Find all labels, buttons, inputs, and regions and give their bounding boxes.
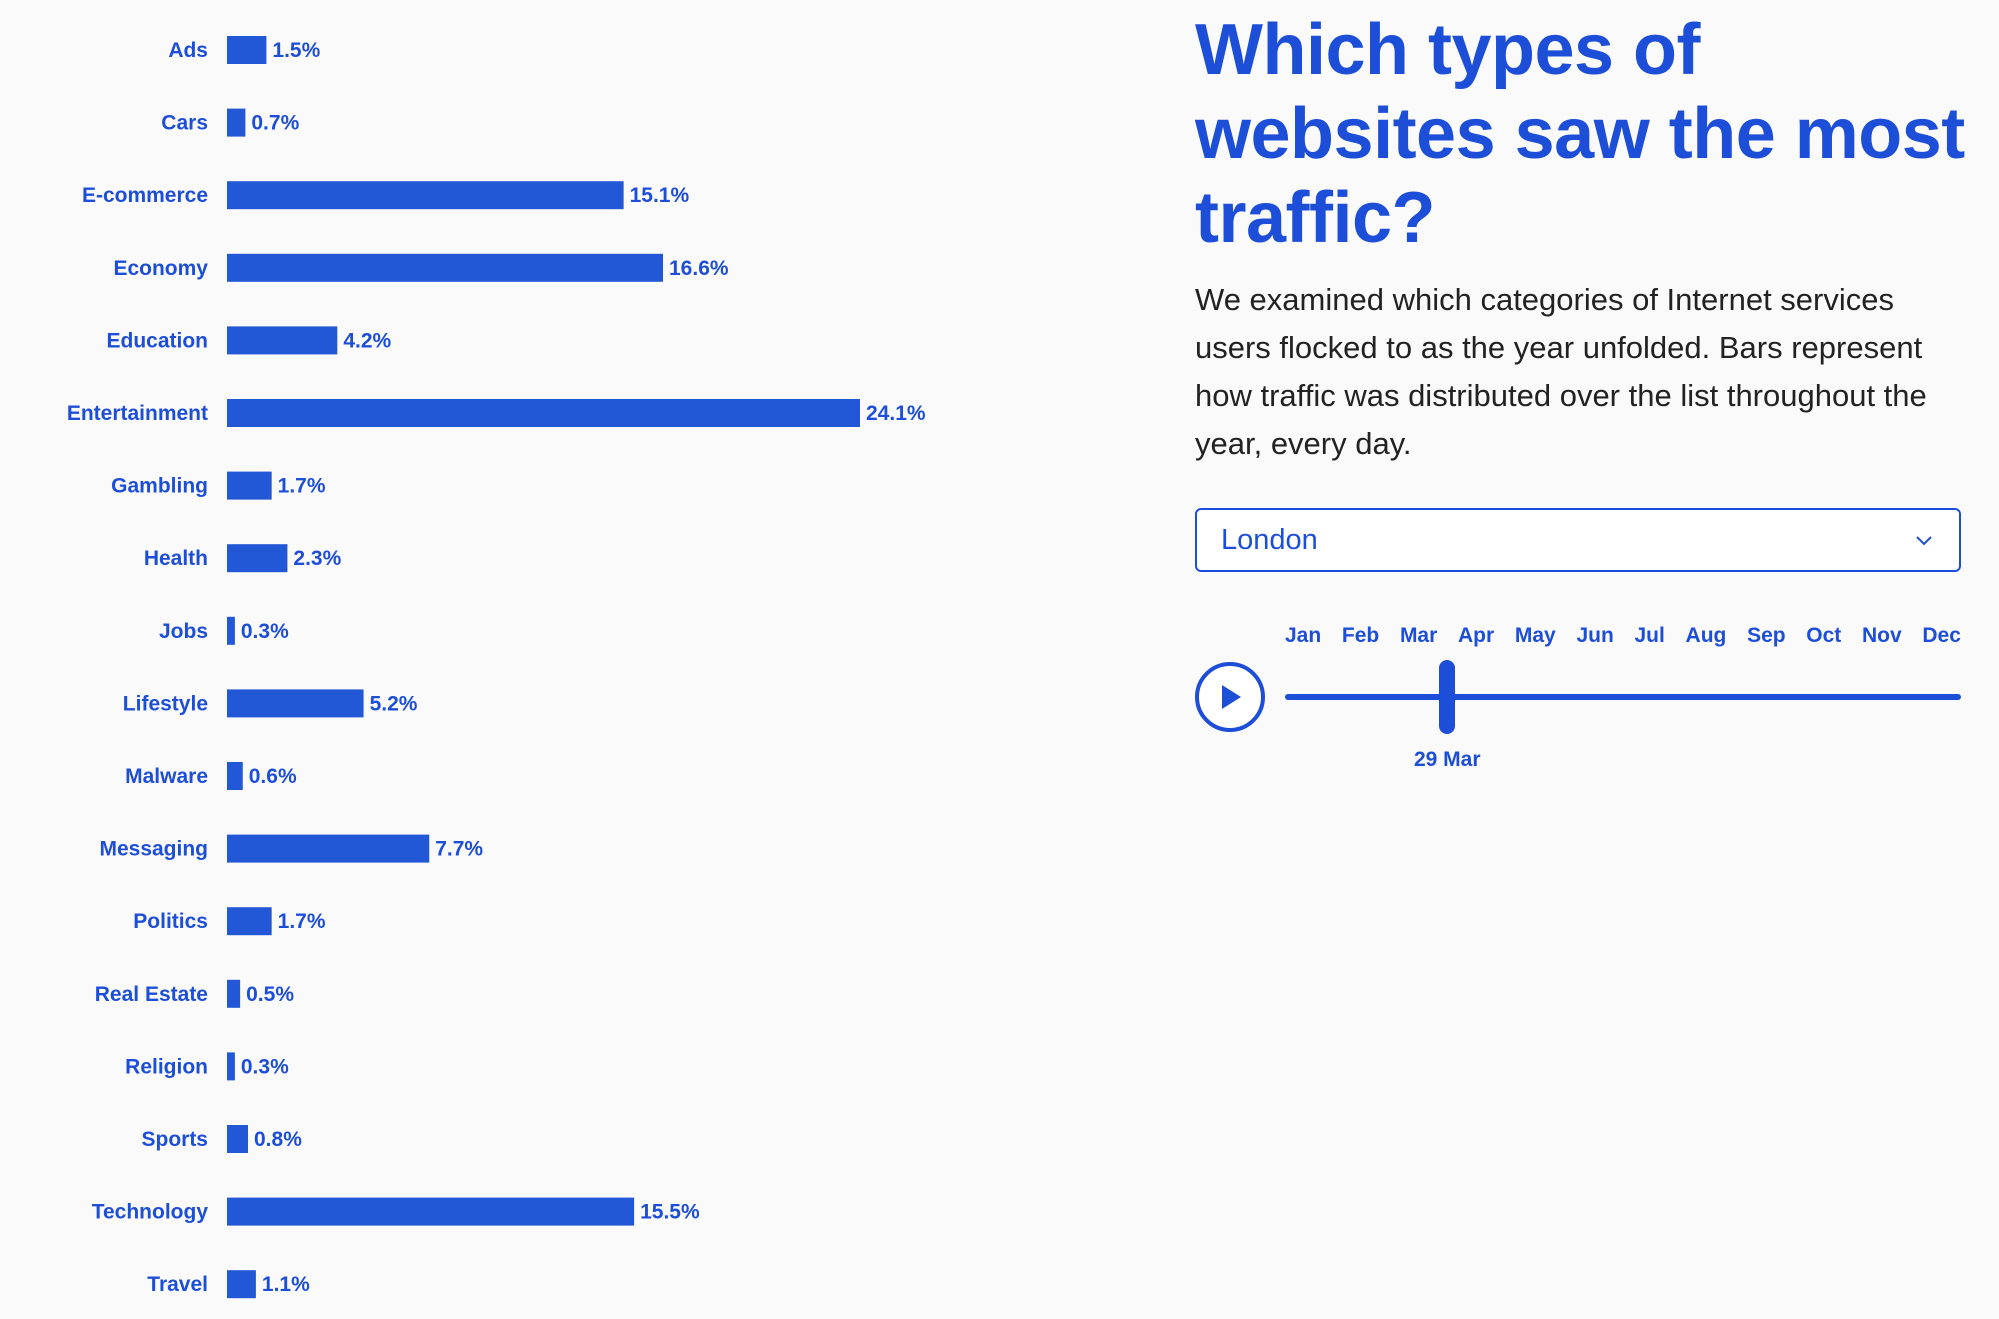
value-label: 7.7% <box>435 838 483 861</box>
month-label: Jul <box>1634 624 1665 647</box>
description: We examined which categories of Internet… <box>1195 282 1927 461</box>
month-label: Jan <box>1285 624 1322 647</box>
bar <box>227 253 664 282</box>
category-label: Technology <box>92 1201 209 1224</box>
month-label: Aug <box>1685 624 1727 647</box>
bar <box>227 1197 635 1226</box>
month-label: May <box>1514 624 1556 647</box>
category-label: Jobs <box>159 620 208 643</box>
value-label: 1.7% <box>278 910 326 933</box>
category-label: Education <box>106 329 208 352</box>
bar <box>227 36 267 64</box>
value-label: 0.6% <box>249 765 297 788</box>
bar <box>227 544 288 573</box>
value-label: 15.5% <box>640 1201 700 1224</box>
bar <box>227 834 430 863</box>
play-icon <box>1222 685 1241 709</box>
page-title: Which types of websites saw the most tra… <box>1195 10 1965 258</box>
value-label: 0.3% <box>241 1055 289 1078</box>
month-axis: Jan Feb Mar Apr May Jun Jul Aug Sep Oct Nov Dec <box>1285 624 1961 648</box>
category-label: Health <box>144 547 208 570</box>
category-label: Ads <box>168 39 208 62</box>
play-button[interactable] <box>1195 662 1265 732</box>
location-select-value: London <box>1221 523 1318 556</box>
month-label: Apr <box>1458 624 1495 647</box>
traffic-bar-chart: Ads 1.5% Cars 0.7% E-commerce 15.1% Economy 16.… <box>67 36 926 1299</box>
value-label: 0.7% <box>251 112 299 135</box>
value-label: 1.1% <box>262 1273 310 1296</box>
bar <box>227 907 272 936</box>
category-label: Politics <box>133 910 208 933</box>
category-label: Messaging <box>99 838 208 861</box>
month-label: Jun <box>1576 624 1614 647</box>
bar <box>227 1270 256 1299</box>
value-label: 5.2% <box>370 692 418 715</box>
location-select[interactable]: London <box>1195 508 1961 572</box>
timeline-slider-track[interactable] <box>1285 694 1961 700</box>
category-label: Economy <box>113 257 208 280</box>
bar <box>227 1125 249 1153</box>
bar <box>227 326 338 355</box>
category-label: Travel <box>147 1273 208 1296</box>
current-date-label: 29 Mar <box>1413 748 1481 771</box>
bar <box>227 399 860 427</box>
category-label: Gambling <box>111 475 208 498</box>
chevron-down-icon <box>1916 536 1932 546</box>
bar <box>227 181 624 210</box>
value-label: 24.1% <box>866 402 926 425</box>
bar <box>227 471 272 500</box>
category-label: E-commerce <box>82 184 208 207</box>
category-label: Sports <box>141 1128 208 1151</box>
category-label: Religion <box>125 1055 208 1078</box>
month-label: Oct <box>1806 624 1842 647</box>
bar <box>227 616 235 645</box>
value-label: 0.5% <box>246 983 294 1006</box>
timeline-slider-handle[interactable] <box>1439 660 1456 734</box>
category-label: Malware <box>125 765 208 788</box>
value-label: 1.5% <box>272 39 320 62</box>
value-label: 16.6% <box>669 257 729 280</box>
value-label: 4.2% <box>343 329 391 352</box>
category-label: Entertainment <box>67 402 208 425</box>
month-label: Feb <box>1341 624 1380 647</box>
category-label: Lifestyle <box>123 692 208 715</box>
bar <box>227 979 241 1008</box>
value-label: 15.1% <box>630 184 690 207</box>
bar <box>227 689 364 718</box>
category-label: Real Estate <box>95 983 208 1006</box>
value-label: 0.3% <box>241 620 289 643</box>
info-panel: Which types of websites saw the most tra… <box>1195 0 1965 771</box>
value-label: 2.3% <box>293 547 341 570</box>
month-label: Nov <box>1862 624 1902 647</box>
month-label: Mar <box>1399 624 1438 647</box>
value-label: 0.8% <box>254 1128 302 1151</box>
bar <box>227 762 243 790</box>
month-label: Sep <box>1747 624 1786 647</box>
category-label: Cars <box>161 112 208 135</box>
value-label: 1.7% <box>278 475 326 498</box>
bar <box>227 1052 235 1081</box>
bar <box>227 108 246 137</box>
month-label: Dec <box>1922 624 1961 647</box>
